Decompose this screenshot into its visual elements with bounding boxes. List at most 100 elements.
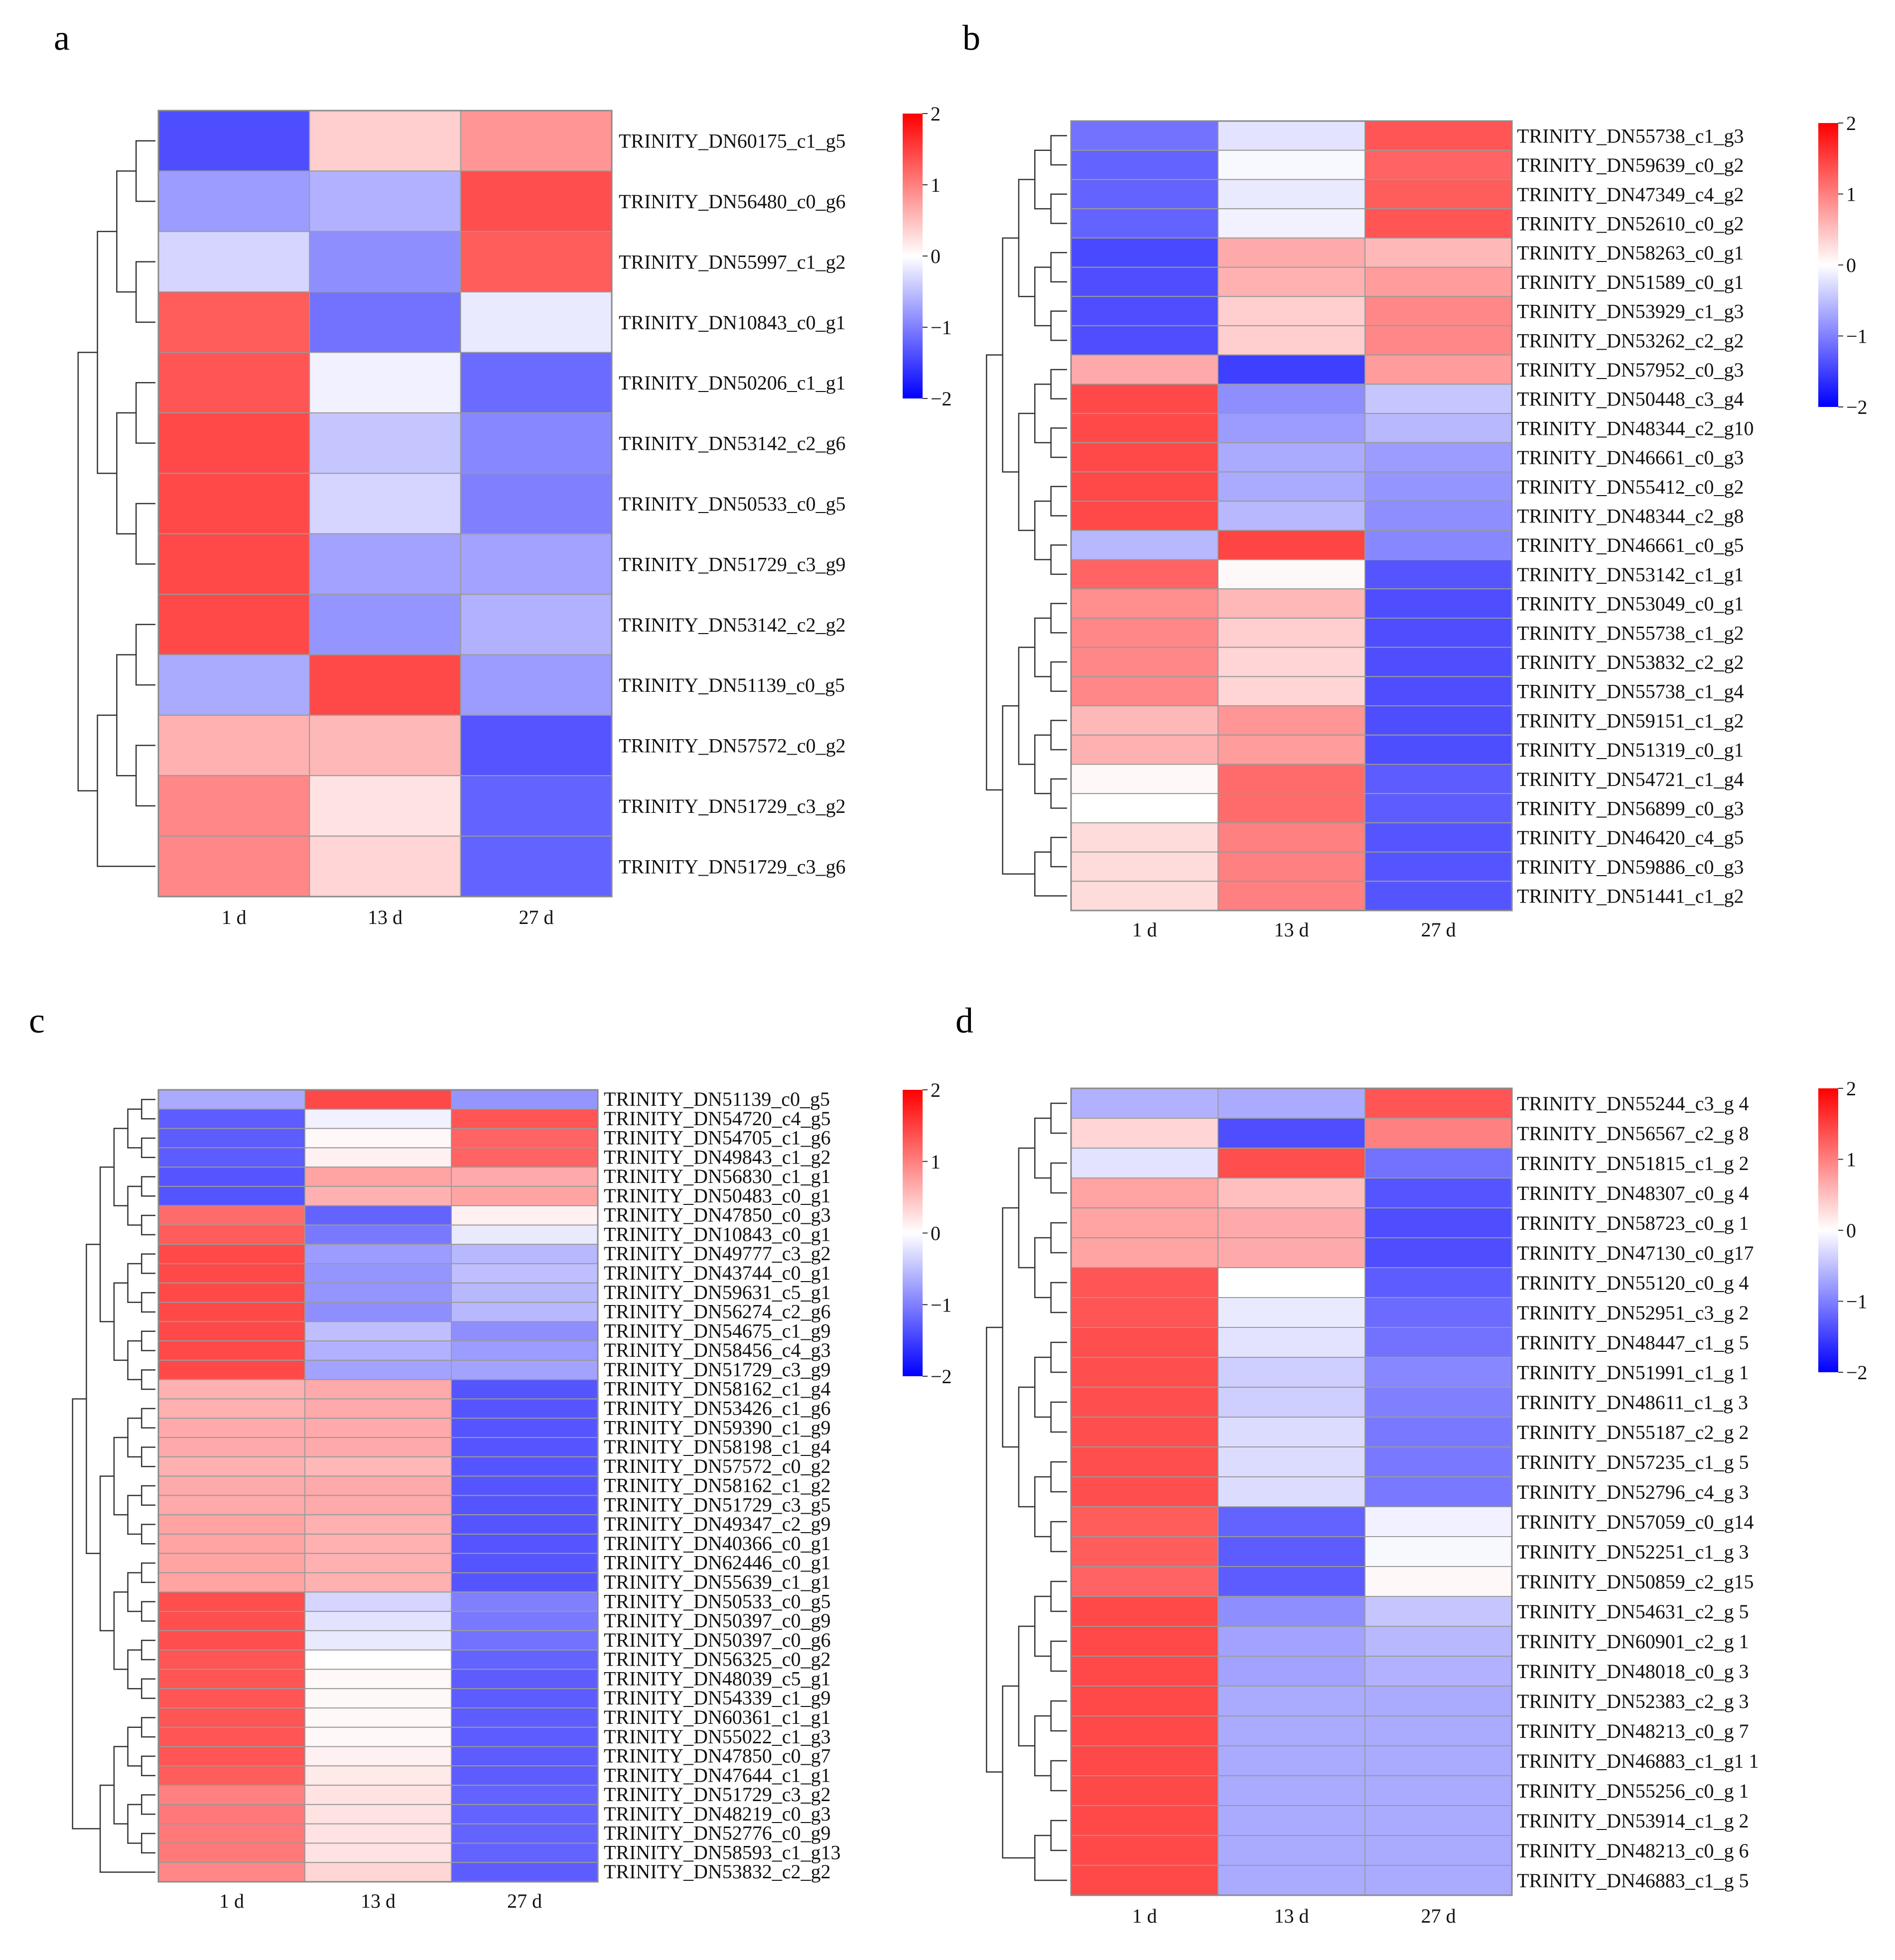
legend-colorbar xyxy=(903,1090,923,1376)
heatmap-cell xyxy=(1218,1297,1365,1328)
heatmap-cell xyxy=(158,835,310,897)
row-label: TRINITY_DN60175_c1_g5 xyxy=(619,130,846,152)
column-label: 13 d xyxy=(361,1890,396,1912)
legend-tick-label: 1 xyxy=(1846,1149,1856,1171)
dendrogram-branch xyxy=(1050,252,1067,283)
heatmap-cell xyxy=(1218,1686,1365,1716)
dendrogram-branch xyxy=(141,1330,155,1351)
heatmap-cell xyxy=(304,1533,452,1554)
heatmap-cell xyxy=(304,1591,452,1612)
heatmap-cell xyxy=(451,1726,598,1747)
heatmap-cell xyxy=(1218,1237,1365,1268)
heatmap-cell xyxy=(451,1224,598,1245)
dendrogram-branch xyxy=(127,1185,142,1226)
heatmap-cell xyxy=(1364,1476,1512,1507)
row-label: TRINITY_DN53914_c1_g 2 xyxy=(1517,1810,1749,1832)
row-label: TRINITY_DN46420_c4_g5 xyxy=(1517,826,1744,849)
heatmap-panel-a: a TRINITY_DN60175_c1_g5 TRINITY_DN56480_c0… xyxy=(54,18,952,928)
heatmap-cell xyxy=(304,1746,452,1767)
dendrogram-branch xyxy=(141,1524,155,1545)
dendrogram-branch xyxy=(1050,1700,1067,1732)
dendrogram-branch xyxy=(1050,720,1067,751)
column-label: 27 d xyxy=(1421,1905,1456,1927)
heatmap-cell xyxy=(158,1167,305,1187)
heatmap-cell xyxy=(304,1167,452,1187)
dendrogram-branch xyxy=(127,1263,142,1303)
heatmap-cell xyxy=(309,473,461,534)
dendrogram-branch xyxy=(113,1591,128,1670)
dendrogram-branch xyxy=(127,1649,142,1690)
row-label: TRINITY_DN62446_c0_g1 xyxy=(604,1552,831,1574)
row-label: TRINITY_DN58162_c1_g2 xyxy=(604,1474,831,1497)
column-label: 13 d xyxy=(368,906,403,928)
heatmap-cell xyxy=(451,1591,598,1612)
heatmap-cell xyxy=(451,1785,598,1805)
heatmap-cell xyxy=(1364,1088,1512,1119)
heatmap-cell xyxy=(1364,354,1512,385)
row-label: TRINITY_DN48018_c0_g 3 xyxy=(1517,1660,1749,1683)
heatmap-cell xyxy=(451,1398,598,1419)
heatmap-cell xyxy=(304,1128,452,1149)
row-label: TRINITY_DN46661_c0_g3 xyxy=(1517,446,1744,469)
heatmap-cell xyxy=(1218,617,1365,648)
dendrogram-branch xyxy=(135,382,155,444)
heatmap-cell xyxy=(1364,1715,1512,1746)
heatmap-cell xyxy=(1364,1626,1512,1657)
heatmap-cell xyxy=(304,1804,452,1825)
heatmap-cell xyxy=(1071,1656,1218,1687)
heatmap-cell xyxy=(451,1437,598,1457)
heatmap-cell xyxy=(460,533,612,595)
heatmap-cell xyxy=(304,1669,452,1690)
row-label: TRINITY_DN58723_c0_g 1 xyxy=(1517,1212,1749,1234)
legend-tick-label: −1 xyxy=(1846,325,1868,348)
heatmap-cell xyxy=(304,1688,452,1708)
heatmap-cell xyxy=(1071,1686,1218,1716)
dendrogram-branch xyxy=(141,1408,155,1429)
heatmap-cell xyxy=(1218,559,1365,590)
heatmap-cell xyxy=(158,1185,305,1206)
row-label: TRINITY_DN40366_c0_g1 xyxy=(604,1532,831,1555)
row-label: TRINITY_DN53142_c2_g6 xyxy=(619,432,846,455)
dendrogram-branch xyxy=(986,1326,1003,1773)
heatmap-cell xyxy=(1364,1865,1512,1896)
dendrogram-branch xyxy=(135,503,155,565)
row-label: TRINITY_DN55187_c2_g 2 xyxy=(1517,1421,1749,1443)
legend-tick-label: 2 xyxy=(1846,1077,1856,1100)
row-label: TRINITY_DN54339_c1_g9 xyxy=(604,1687,831,1709)
dendrogram-branch xyxy=(141,1717,155,1738)
heatmap-cell xyxy=(158,1823,305,1844)
heatmap-cell xyxy=(1218,529,1365,560)
legend-tick-label: 2 xyxy=(1846,112,1856,134)
heatmap-cell xyxy=(1218,1357,1365,1388)
heatmap-cell xyxy=(451,1707,598,1728)
heatmap-cell xyxy=(1071,647,1218,677)
legend-tick-label: −1 xyxy=(931,316,952,339)
heatmap-cell xyxy=(304,1456,452,1477)
dendrogram-branch xyxy=(141,1755,155,1776)
dendrogram-branch xyxy=(77,352,98,791)
heatmap-cell xyxy=(1218,1088,1365,1119)
heatmap-cell xyxy=(1364,1745,1512,1776)
heatmap-cell xyxy=(451,1185,598,1206)
dendrogram-branch xyxy=(1050,1760,1067,1792)
row-label: TRINITY_DN48219_c0_g3 xyxy=(604,1803,831,1825)
heatmap-cell xyxy=(451,1244,598,1265)
dendrogram-branch xyxy=(1050,1521,1067,1553)
legend-tick-label: −2 xyxy=(931,388,952,410)
column-label: 1 d xyxy=(1132,918,1157,941)
row-label: TRINITY_DN53832_c2_g2 xyxy=(604,1860,831,1883)
panel-letter: c xyxy=(29,1001,45,1041)
row-label: TRINITY_DN50859_c2_g15 xyxy=(1517,1570,1754,1593)
dendrogram-branch xyxy=(1018,1386,1035,1508)
heatmap-cell xyxy=(158,775,310,837)
heatmap-cell xyxy=(1071,1566,1218,1597)
row-label: TRINITY_DN50397_c0_g9 xyxy=(604,1609,831,1632)
heatmap-cell xyxy=(460,170,612,232)
row-label: TRINITY_DN52951_c3_g 2 xyxy=(1517,1302,1749,1324)
heatmap-cell xyxy=(1364,617,1512,648)
heatmap-cell xyxy=(158,291,310,353)
row-label: TRINITY_DN47644_c1_g1 xyxy=(604,1764,831,1786)
heatmap-cell xyxy=(1218,1715,1365,1746)
heatmap-cell xyxy=(1364,501,1512,531)
heatmap-cell xyxy=(460,714,612,777)
